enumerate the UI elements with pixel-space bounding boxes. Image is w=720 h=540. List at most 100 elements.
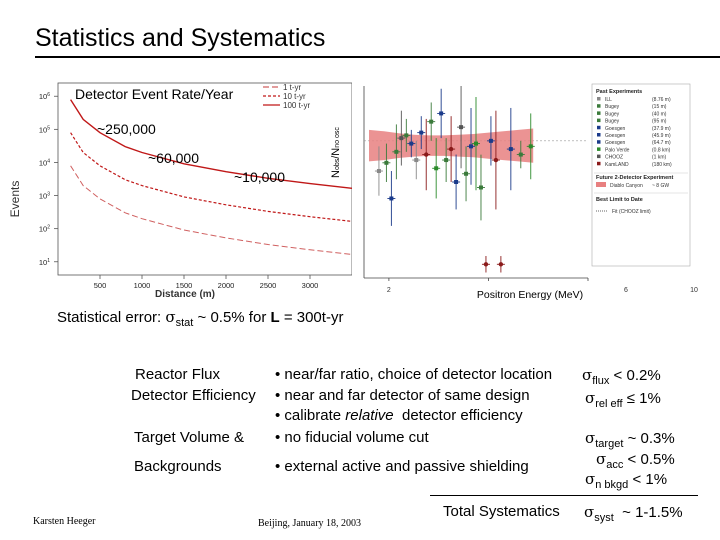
legend-entry-Goesgen: Goesgen — [605, 133, 626, 139]
ratio-y-axis-label: Nobs/Nno osc — [330, 127, 342, 178]
legend-header-future: Future 2-Detector Experiment — [596, 175, 673, 181]
legend-note: (95 m) — [652, 119, 667, 125]
legend-entry-Palo-Verde: Palo Verde — [605, 147, 630, 153]
data-point-marker — [424, 152, 429, 157]
legend-note: (45.9 m) — [652, 133, 671, 139]
total-divider — [430, 495, 698, 496]
data-point-marker — [434, 166, 439, 171]
legend-note: (64.7 m) — [652, 140, 671, 146]
data-point-marker — [429, 119, 434, 124]
legend-marker — [597, 118, 601, 123]
data-point-marker — [498, 262, 504, 267]
sigma-acc: σacc < 0.5% — [596, 450, 675, 471]
label-reactor-flux: Reactor Flux — [135, 366, 221, 383]
legend-note: (37.9 m) — [652, 126, 671, 132]
total-systematics-label: Total Systematics — [443, 503, 560, 520]
legend-label-100-t-yr: 100 t-yr — [283, 101, 310, 110]
label-target-volume: Target Volume & — [134, 429, 245, 446]
legend-note: (8.76 m) — [652, 97, 671, 103]
data-point-marker — [469, 144, 474, 149]
legend-entry-ILL: ILL — [605, 97, 612, 103]
series-line-10-t-yr — [70, 132, 353, 222]
annotation-60000: ~60,000 — [148, 150, 199, 166]
legend-box — [591, 83, 691, 267]
legend-entry-CHOOZ: CHOOZ — [605, 155, 623, 161]
legend-entry-Goesgen: Goesgen — [605, 126, 626, 132]
x-tick-label-500: 500 — [94, 281, 107, 290]
legend-note: (40 m) — [652, 111, 667, 117]
data-point-marker — [493, 157, 499, 163]
data-point-marker — [389, 196, 394, 201]
ratio-x-tick-label-10: 10 — [690, 287, 698, 294]
data-point-marker — [414, 158, 419, 163]
title-divider — [35, 56, 720, 58]
footer-venue-date: Beijing, January 18, 2003 — [258, 518, 362, 529]
desc-calibrate: • calibrate relative detector efficiency — [275, 407, 523, 424]
data-point-marker — [474, 141, 478, 146]
ratio-x-tick-label-6: 6 — [624, 287, 628, 294]
y-tick-label-10e5: 105 — [39, 125, 50, 134]
annotation-10000: ~10,000 — [234, 169, 285, 185]
x-tick-label-2000: 2000 — [218, 281, 235, 290]
ratio-x-axis-label: Positron Energy (MeV) — [477, 289, 583, 300]
data-point-marker — [444, 158, 449, 163]
data-point-marker — [439, 111, 444, 116]
legend-note: ~ 8 GW — [652, 183, 669, 189]
desc-target-volume: • no fiducial volume cut — [275, 429, 429, 446]
legend-header-past: Past Experiments — [596, 89, 642, 95]
data-point-marker — [528, 144, 533, 149]
data-point-marker — [518, 152, 523, 157]
legend-marker — [597, 161, 601, 166]
annotation-250000: ~250,000 — [97, 121, 156, 137]
legend-marker — [597, 111, 601, 115]
legend-label-10-t-yr: 10 t-yr — [283, 92, 306, 101]
x-tick-label-1000: 1000 — [134, 281, 151, 290]
legend-header-limit: Best Limit to Date — [596, 197, 643, 203]
legend-note: (15 m) — [652, 104, 667, 110]
data-point-marker — [478, 185, 483, 190]
data-point-marker — [419, 130, 424, 135]
data-point-marker — [508, 147, 513, 152]
sigma-target: σtarget ~ 0.3% — [585, 429, 675, 450]
x-tick-label-2500: 2500 — [260, 281, 277, 290]
legend-marker — [597, 125, 601, 130]
legend-entry-KamLAND: KamLAND — [605, 162, 629, 168]
sigma-rel-eff: σrel eff ≤ 1% — [585, 389, 661, 410]
data-point-marker — [399, 136, 404, 141]
x-tick-label-3000: 3000 — [302, 281, 319, 290]
y-tick-label-10e2: 102 — [39, 225, 50, 234]
legend-marker — [597, 154, 601, 159]
data-point-marker — [384, 160, 389, 165]
legend-entry-Bugey: Bugey — [605, 104, 620, 110]
legend-entry-diablo-canyon: Diablo Canyon — [610, 183, 643, 189]
sigma-flux: σflux < 0.2% — [582, 366, 661, 387]
ratio-x-tick-label-2: 2 — [387, 287, 391, 294]
legend-entry-Goesgen: Goesgen — [605, 140, 626, 146]
legend-marker — [597, 97, 601, 101]
legend-marker — [597, 147, 601, 151]
desc-reactor-flux: • near/far ratio, choice of detector loc… — [275, 366, 553, 383]
data-point-marker — [488, 138, 493, 143]
legend-entry-Bugey: Bugey — [605, 119, 620, 125]
statistical-error-line: Statistical error: σstat ~ 0.5% for L = … — [57, 308, 344, 329]
slide-title: Statistics and Systematics — [35, 24, 326, 52]
positron-energy-chart: 2 6 10 Positron Energy (MeV) Past Experimen… — [352, 78, 720, 300]
y-tick-label-10e4: 104 — [39, 158, 50, 167]
event-rate-x-axis-label: Distance (m) — [155, 289, 215, 300]
data-point-marker — [404, 133, 409, 138]
desc-detector-efficiency: • near and far detector of same design — [275, 387, 530, 404]
total-systematics-value: σsyst ~ 1-1.5% — [584, 503, 683, 524]
legend-label-1-t-yr: 1 t-yr — [283, 83, 302, 92]
legend-note: (180 km) — [652, 162, 672, 168]
legend-marker — [597, 104, 601, 108]
legend-note: (0.8 km) — [652, 147, 671, 153]
label-backgrounds: Backgrounds — [134, 458, 222, 475]
footer-author: Karsten Heeger — [33, 516, 96, 527]
event-rate-overlay-title: Detector Event Rate/Year — [75, 86, 234, 102]
legend-band-swatch — [596, 182, 606, 187]
y-tick-label-10e6: 106 — [39, 92, 50, 101]
legend-note: (1 km) — [652, 155, 667, 161]
data-point-marker — [454, 180, 459, 184]
data-point-marker — [394, 149, 399, 154]
